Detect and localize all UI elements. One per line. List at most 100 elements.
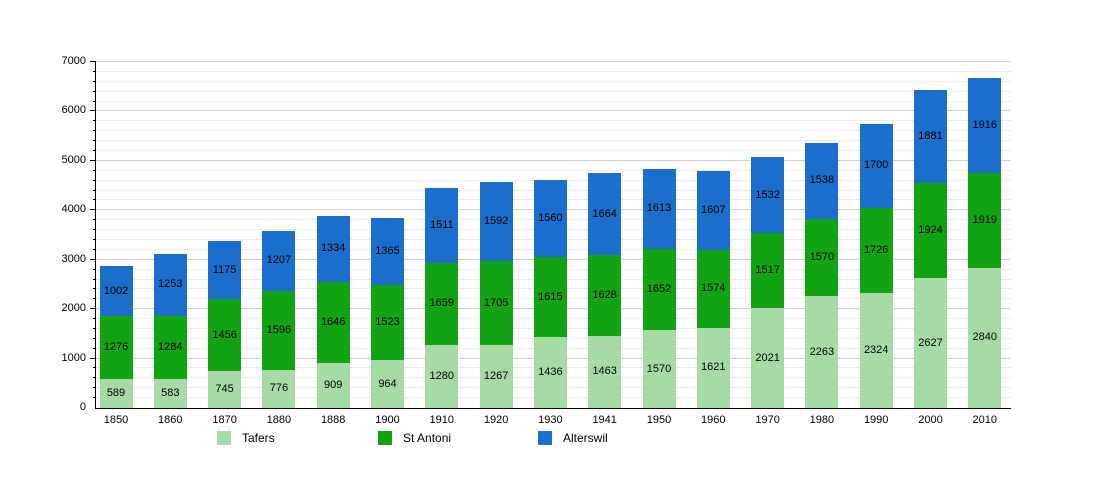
bar-segment-st-antoni: 1924 (914, 183, 947, 279)
y-tick-minor (93, 268, 96, 270)
bar-value-label: 1532 (755, 188, 780, 201)
x-axis-label: 1990 (863, 414, 889, 426)
bar-value-label: 776 (269, 382, 289, 395)
bar-value-label: 1726 (863, 243, 889, 256)
bar-segment-alterswil: 1607 (696, 170, 730, 251)
y-tick-minor (93, 229, 96, 231)
bar-value-label: 583 (161, 387, 180, 400)
bar-segment-st-antoni: 1628 (588, 255, 622, 336)
y-tick-minor (93, 120, 96, 122)
gridline-minor (96, 90, 1011, 92)
bar-value-label: 1646 (320, 315, 346, 328)
bar-segment-st-antoni: 1659 (425, 262, 459, 345)
bar-value-label: 1538 (809, 174, 835, 187)
bar-value-label: 1924 (918, 224, 943, 237)
legend-swatch (217, 431, 231, 445)
bar-segment-alterswil: 1532 (751, 157, 785, 234)
x-axis-label: 1930 (538, 414, 563, 426)
y-axis-label: 6000 (61, 104, 86, 117)
y-tick-major (90, 357, 96, 359)
y-tick-minor (93, 248, 96, 250)
bar-segment-st-antoni: 1456 (208, 299, 242, 372)
bar-value-label: 2627 (918, 336, 943, 349)
legend-item-st-antoni: St Antoni (378, 431, 451, 445)
bar-value-label: 1621 (701, 361, 726, 374)
legend-label: Alterswil (563, 431, 608, 445)
bar-value-label: 1463 (592, 365, 617, 378)
x-axis-label: 1860 (158, 414, 183, 426)
bar-value-label: 1570 (646, 362, 672, 375)
bar-segment-tafers: 909 (316, 363, 350, 408)
y-tick-minor (93, 140, 96, 142)
y-tick-minor (93, 327, 96, 329)
bar-value-label: 1560 (538, 212, 563, 225)
bar-value-label: 1280 (429, 369, 455, 382)
bar-segment-tafers: 1267 (479, 345, 513, 408)
x-axis-label: 2010 (972, 414, 998, 426)
x-axis-label: 2000 (918, 414, 943, 426)
y-tick-major (90, 159, 96, 161)
x-axis-label: 1980 (809, 414, 835, 426)
x-axis-label: 1950 (646, 414, 672, 426)
bar-segment-tafers: 2263 (805, 296, 839, 408)
bar-value-label: 1175 (212, 263, 237, 276)
bar-value-label: 1517 (755, 264, 780, 277)
legend: Tafers St Antoni Alterswil (0, 429, 1100, 449)
bar-segment-tafers: 2324 (859, 293, 893, 408)
bar-value-label: 1596 (266, 323, 292, 336)
bar-segment-alterswil: 1700 (859, 123, 893, 208)
bar-segment-tafers: 1280 (425, 344, 459, 408)
x-axis-label: 1910 (429, 414, 455, 426)
bar-value-label: 1574 (701, 282, 726, 295)
y-tick-minor (93, 179, 96, 181)
bar-segment-st-antoni: 1646 (316, 281, 350, 364)
bar-value-label: 1607 (701, 203, 726, 216)
bar-segment-st-antoni: 1517 (751, 233, 785, 309)
y-tick-minor (93, 238, 96, 240)
gridline-major (96, 110, 1011, 112)
bar-value-label: 909 (324, 379, 343, 392)
bar-value-label: 1523 (375, 316, 400, 329)
gridline-minor (96, 70, 1011, 72)
bar-value-label: 964 (378, 377, 397, 390)
bar-segment-alterswil: 1664 (588, 172, 622, 256)
legend-label: St Antoni (403, 431, 452, 445)
y-tick-minor (93, 298, 96, 300)
bar-value-label: 1881 (918, 130, 943, 143)
gridline-minor (96, 149, 1011, 151)
y-axis-label: 4000 (61, 203, 86, 216)
x-axis-label: 1941 (592, 414, 617, 426)
legend-label: Tafers (242, 431, 275, 445)
bar-segment-st-antoni: 1570 (805, 218, 839, 297)
bar-segment-tafers: 964 (371, 360, 404, 408)
bar-segment-st-antoni: 1596 (262, 290, 296, 370)
bar-segment-tafers: 776 (262, 369, 296, 408)
bar-value-label: 1253 (158, 278, 183, 291)
y-tick-minor (93, 367, 96, 369)
y-tick-major (90, 61, 96, 62)
y-tick-minor (93, 149, 96, 151)
gridline-minor (96, 169, 1011, 171)
y-tick-minor (93, 219, 96, 221)
bar-segment-tafers: 1436 (533, 337, 567, 408)
bar-segment-tafers: 2840 (968, 267, 1002, 408)
bar-segment-tafers: 745 (208, 371, 242, 408)
bar-segment-st-antoni: 1574 (696, 250, 730, 328)
bar-value-label: 1456 (212, 328, 237, 341)
y-tick-minor (93, 70, 96, 72)
y-tick-major (90, 308, 96, 310)
gridline-minor (96, 120, 1011, 122)
bar-value-label: 1436 (538, 366, 563, 379)
bar-segment-alterswil: 1916 (968, 78, 1002, 173)
y-axis-label: 3000 (61, 252, 86, 265)
y-tick-minor (93, 90, 96, 92)
y-tick-minor (93, 100, 96, 102)
legend-item-alterswil: Alterswil (538, 431, 608, 445)
bar-segment-tafers: 589 (99, 378, 133, 408)
bar-segment-st-antoni: 1284 (153, 315, 187, 380)
bar-value-label: 1916 (972, 118, 998, 131)
bar-segment-alterswil: 1365 (371, 217, 404, 286)
bar-segment-st-antoni: 1615 (533, 257, 567, 338)
bar-value-label: 1615 (538, 290, 563, 303)
